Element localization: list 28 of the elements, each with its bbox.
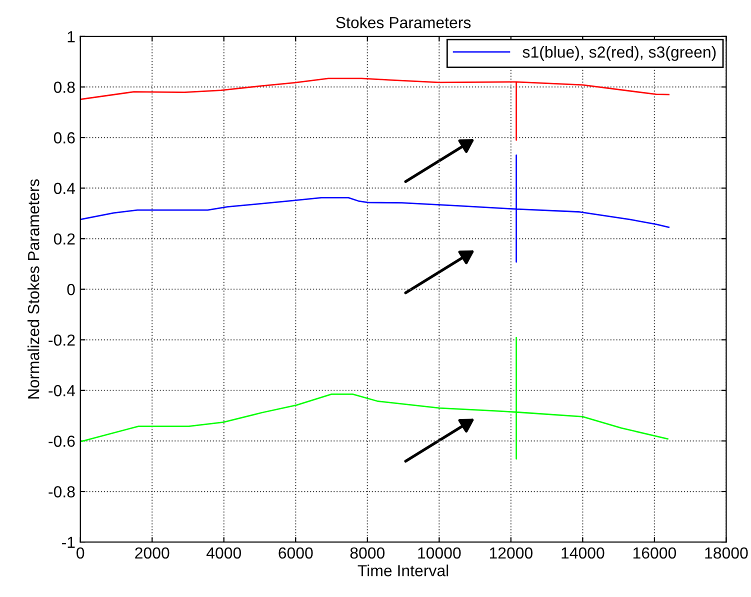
chart-title: Stokes Parameters	[336, 16, 471, 28]
y-tick-label: 0.8	[54, 82, 75, 93]
y-tick-label: 0	[67, 284, 75, 296]
legend-label: s1(blue), s2(red), s3(green)	[522, 46, 716, 61]
x-tick-label: 6000	[278, 547, 313, 559]
y-axis-title: Normalized Stokes Parameters	[28, 179, 40, 398]
x-tick-label: 8000	[350, 547, 385, 559]
y-tick-label: 0.2	[54, 233, 75, 245]
y-tick-label: -0.6	[48, 436, 75, 447]
y-tick-label: -1	[62, 536, 75, 548]
x-tick-label: 12000	[490, 547, 533, 559]
x-tick-label: 10000	[418, 547, 461, 559]
y-tick-label: -0.8	[48, 486, 75, 498]
y-tick-label: 0.6	[54, 132, 75, 144]
x-tick-label: 2000	[135, 547, 170, 559]
y-tick-label: 1	[68, 31, 75, 42]
y-tick-label: -0.2	[48, 334, 75, 346]
line-series	[80, 336, 668, 460]
x-tick-label: 18000	[705, 547, 748, 559]
x-tick-label: 16000	[633, 547, 676, 559]
x-tick-label: 14000	[562, 547, 604, 559]
y-tick-label: 0.4	[54, 182, 76, 194]
x-tick-label: 4000	[206, 547, 242, 559]
y-tick-label: -0.4	[48, 385, 76, 396]
line-series	[80, 154, 670, 263]
x-tick-label: 0	[76, 547, 84, 559]
line-series	[80, 78, 670, 141]
x-axis-title: Time Interval	[358, 564, 448, 576]
